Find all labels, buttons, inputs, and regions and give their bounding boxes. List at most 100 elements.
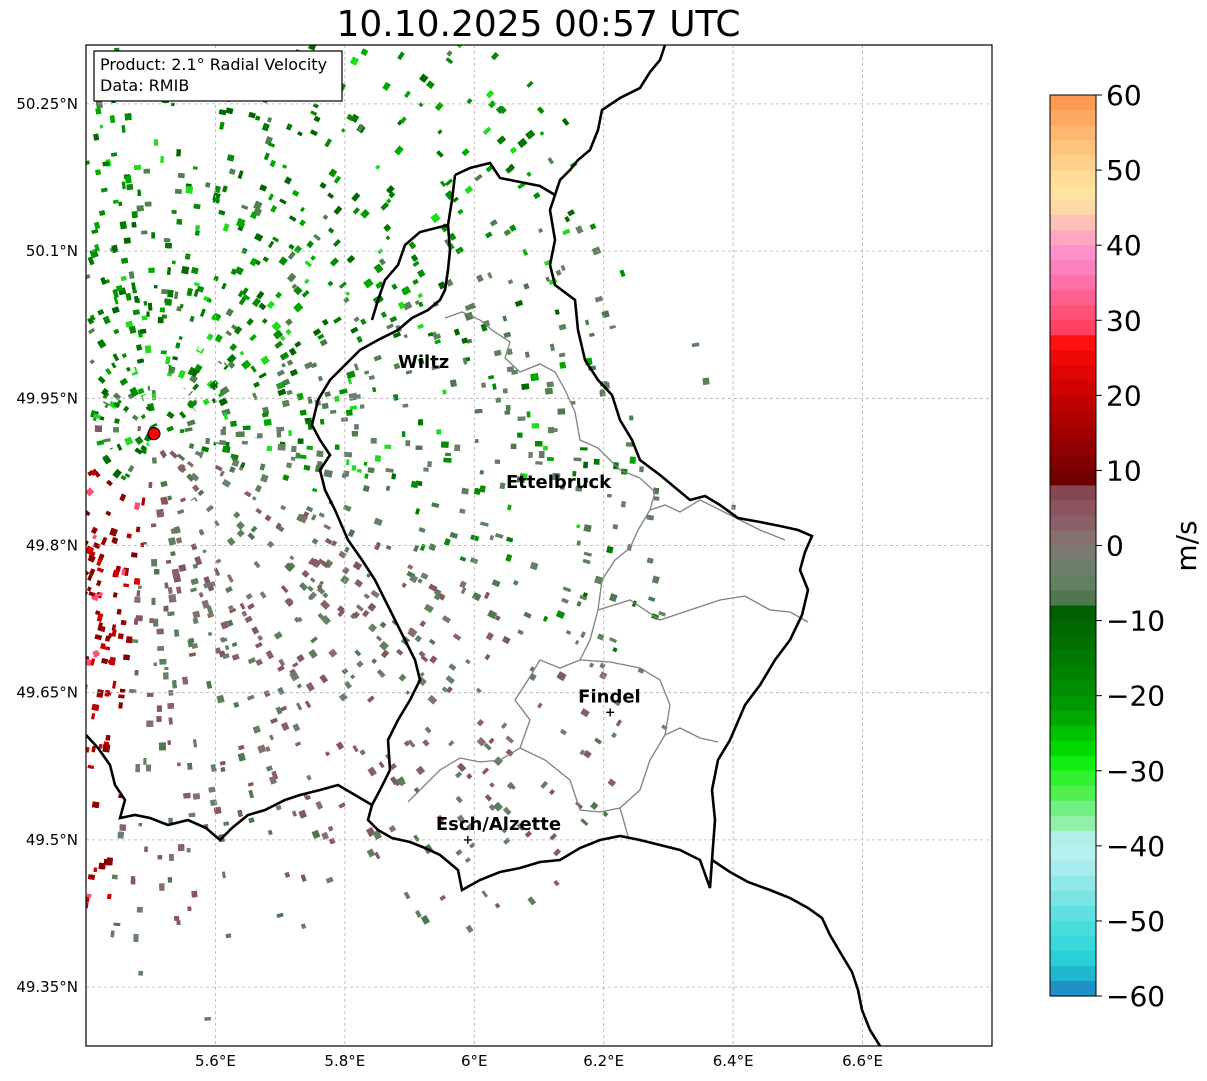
colorbar-swatch bbox=[1050, 845, 1096, 862]
chart-title: 10.10.2025 00:57 UTC bbox=[336, 4, 741, 45]
national-borders bbox=[86, 45, 882, 1046]
colorbar-swatch bbox=[1050, 395, 1096, 411]
colorbar-swatch bbox=[1050, 650, 1096, 667]
info-box: Product: 2.1° Radial Velocity Data: RMIB bbox=[93, 50, 343, 102]
colorbar-swatch bbox=[1050, 320, 1096, 336]
colorbar-swatch bbox=[1050, 800, 1096, 817]
city-marker bbox=[463, 835, 472, 844]
colorbar-swatch bbox=[1050, 890, 1096, 907]
lon-tick-label: 6.4°E bbox=[713, 1052, 754, 1070]
colorbar-swatch bbox=[1050, 965, 1096, 982]
colorbar-swatch bbox=[1050, 905, 1096, 922]
colorbar-tick-label: −30 bbox=[1106, 755, 1165, 788]
colorbar-swatch bbox=[1050, 545, 1096, 562]
colorbar-swatch bbox=[1050, 410, 1096, 426]
lat-tick-label: 49.8°N bbox=[26, 537, 78, 555]
colorbar-swatch bbox=[1050, 830, 1096, 847]
colorbar-swatch bbox=[1050, 230, 1096, 246]
colorbar-swatch bbox=[1050, 305, 1096, 321]
colorbar: 60 50 40 30 20 10 0 −10 −20 −30 −40 −50 −60 m/s bbox=[1049, 79, 1203, 1013]
info-product: Product: 2.1° Radial Velocity bbox=[100, 55, 327, 74]
colorbar-tick-label: 20 bbox=[1106, 379, 1142, 412]
colorbar-swatch bbox=[1050, 275, 1096, 291]
colorbar-swatch bbox=[1050, 170, 1096, 186]
colorbar-swatch bbox=[1050, 155, 1096, 171]
colorbar-swatch bbox=[1050, 380, 1096, 396]
colorbar-swatch bbox=[1050, 185, 1096, 201]
colorbar-swatch bbox=[1050, 680, 1096, 697]
radar-site-marker bbox=[147, 427, 161, 441]
colorbar-swatch bbox=[1050, 785, 1096, 802]
lat-tick-label: 49.95°N bbox=[16, 389, 78, 407]
lat-tick-label: 49.35°N bbox=[16, 978, 78, 996]
colorbar-swatch bbox=[1050, 860, 1096, 877]
colorbar-tick-label: 10 bbox=[1106, 454, 1142, 487]
city-label: Esch/Alzette bbox=[436, 814, 561, 835]
colorbar-swatch bbox=[1050, 920, 1096, 937]
colorbar-swatch bbox=[1050, 755, 1096, 772]
colorbar-swatch bbox=[1050, 95, 1096, 111]
colorbar-tick-label: 30 bbox=[1106, 304, 1142, 337]
colorbar-swatch bbox=[1050, 740, 1096, 757]
colorbar-tick-label: −20 bbox=[1106, 680, 1165, 713]
lon-tick-label: 6.2°E bbox=[583, 1052, 624, 1070]
colorbar-swatch bbox=[1050, 950, 1096, 967]
lon-tick-label: 6.6°E bbox=[842, 1052, 883, 1070]
colorbar-swatch bbox=[1050, 455, 1096, 472]
colorbar-swatch bbox=[1050, 365, 1096, 381]
colorbar-swatch bbox=[1050, 710, 1096, 727]
colorbar-tick-label: −40 bbox=[1106, 830, 1165, 863]
lat-tick-label: 49.5°N bbox=[26, 831, 78, 849]
map-frame bbox=[85, 44, 993, 1047]
colorbar-swatch bbox=[1050, 215, 1096, 231]
radar-echo-layer bbox=[86, 45, 736, 1021]
colorbar-unit-label: m/s bbox=[1170, 520, 1203, 571]
colorbar-swatch bbox=[1050, 770, 1096, 787]
lat-tick-label: 50.25°N bbox=[16, 95, 78, 113]
colorbar-swatch bbox=[1050, 245, 1096, 261]
city-label: Ettelbruck bbox=[506, 472, 612, 493]
colorbar-swatch bbox=[1050, 665, 1096, 682]
colorbar-swatch bbox=[1050, 200, 1096, 216]
colorbar-swatch bbox=[1050, 485, 1096, 502]
colorbar-tick-label: −60 bbox=[1106, 980, 1165, 1013]
colorbar-tick-label: −10 bbox=[1106, 605, 1165, 638]
colorbar-swatch bbox=[1050, 875, 1096, 892]
city-label: Findel bbox=[578, 686, 641, 707]
colorbar-swatch bbox=[1050, 290, 1096, 306]
colorbar-swatch bbox=[1050, 635, 1096, 652]
colorbar-swatch bbox=[1050, 575, 1096, 592]
colorbar-swatch bbox=[1050, 500, 1096, 517]
colorbar-swatch bbox=[1050, 440, 1096, 456]
lat-tick-label: 50.1°N bbox=[26, 242, 78, 260]
district-boundaries bbox=[407, 311, 809, 837]
city-marker bbox=[606, 708, 615, 717]
info-data-source: Data: RMIB bbox=[100, 76, 189, 95]
colorbar-swatch bbox=[1050, 350, 1096, 366]
colorbar-swatch bbox=[1050, 695, 1096, 712]
colorbar-tick-label: 60 bbox=[1106, 79, 1142, 112]
colorbar-swatch bbox=[1050, 140, 1096, 156]
colorbar-swatch bbox=[1050, 470, 1096, 487]
colorbar-swatch bbox=[1050, 815, 1096, 832]
colorbar-swatch bbox=[1050, 560, 1096, 577]
colorbar-swatch bbox=[1050, 125, 1096, 141]
city-label: Wiltz bbox=[398, 352, 449, 373]
colorbar-swatch bbox=[1050, 725, 1096, 742]
colorbar-tick-label: 50 bbox=[1106, 154, 1142, 187]
lon-tick-label: 5.6°E bbox=[195, 1052, 236, 1070]
colorbar-swatch bbox=[1050, 590, 1096, 607]
axis-tick-labels: 5.6°E 5.8°E 6°E 6.2°E 6.4°E 6.6°E 50.25°N 50.1°… bbox=[16, 95, 883, 1070]
lon-tick-label: 6°E bbox=[461, 1052, 488, 1070]
colorbar-tick-label: −50 bbox=[1106, 905, 1165, 938]
city-labels: Wiltz Ettelbruck Findel Esch/Alzette bbox=[398, 352, 641, 844]
colorbar-swatch bbox=[1050, 605, 1096, 622]
lat-tick-label: 49.65°N bbox=[16, 684, 78, 702]
colorbar-swatch bbox=[1050, 335, 1096, 351]
colorbar-tick-label: 0 bbox=[1106, 530, 1124, 563]
gridlines bbox=[86, 45, 992, 1046]
lon-tick-label: 5.8°E bbox=[324, 1052, 365, 1070]
colorbar-swatch bbox=[1050, 530, 1096, 547]
colorbar-swatch bbox=[1050, 620, 1096, 637]
